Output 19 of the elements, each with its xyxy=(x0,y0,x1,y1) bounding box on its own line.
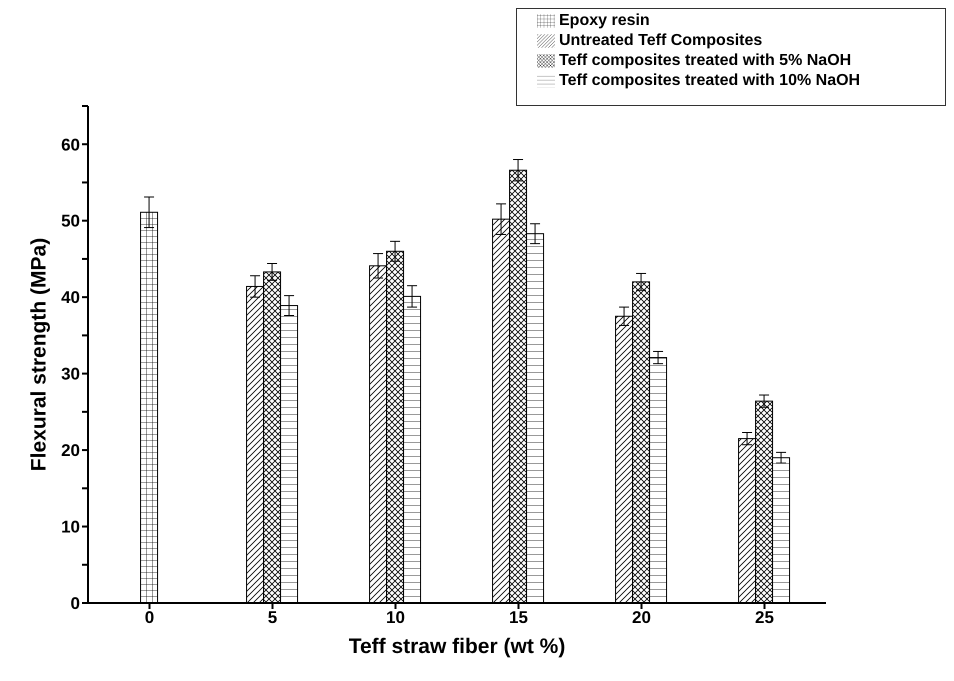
x-tick-label: 5 xyxy=(268,608,278,628)
legend-label: Epoxy resin xyxy=(559,11,651,31)
x-axis-title: Teff straw fiber (wt %) xyxy=(348,635,566,658)
x-tick-label: 20 xyxy=(632,608,651,628)
y-tick-label: 0 xyxy=(70,594,80,614)
x-tick-label: 25 xyxy=(755,608,774,628)
legend-label: Untreated Teff Composites xyxy=(559,31,764,51)
y-tick-label: 30 xyxy=(61,364,80,384)
y-tick-label: 40 xyxy=(61,288,80,308)
y-tick-label: 60 xyxy=(61,135,80,154)
x-tick-label: 10 xyxy=(386,608,405,628)
legend-label: Teff composites treated with 5% NaOH xyxy=(559,51,852,71)
y-tick-label: 10 xyxy=(61,518,80,537)
x-tick-label: 0 xyxy=(144,608,154,628)
y-tick-label: 20 xyxy=(61,441,80,460)
legend-label: Teff composites treated with 10% NaOH xyxy=(559,71,862,91)
y-tick-label: 50 xyxy=(61,212,80,231)
y-axis-title: Flexural strength (MPa) xyxy=(27,238,50,472)
x-tick-label: 15 xyxy=(509,608,528,628)
